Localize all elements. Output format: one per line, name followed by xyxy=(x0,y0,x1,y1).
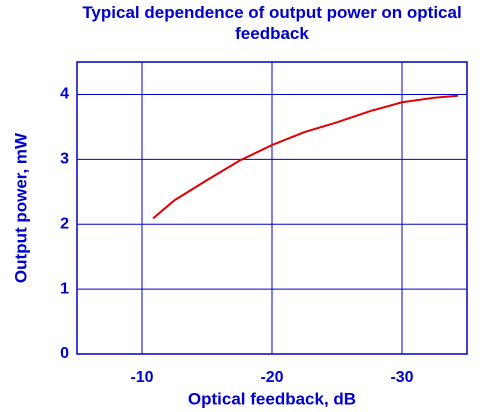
data-line xyxy=(152,94,458,220)
x-tick-label: -30 xyxy=(390,369,413,386)
y-tick-label: 3 xyxy=(60,151,69,168)
y-tick-label: 4 xyxy=(60,86,69,103)
y-tick-label: 0 xyxy=(60,345,69,362)
x-axis-label: Optical feedback, dB xyxy=(188,389,356,408)
chart-title: Typical dependence of output power on op… xyxy=(82,3,462,43)
y-tick-label: 1 xyxy=(60,280,69,297)
x-tick-label: -10 xyxy=(130,369,153,386)
y-axis-label: Output power, mW xyxy=(11,132,30,283)
plot-frame xyxy=(76,61,468,355)
x-tick-label: -20 xyxy=(260,369,283,386)
y-tick-label: 2 xyxy=(60,215,69,232)
